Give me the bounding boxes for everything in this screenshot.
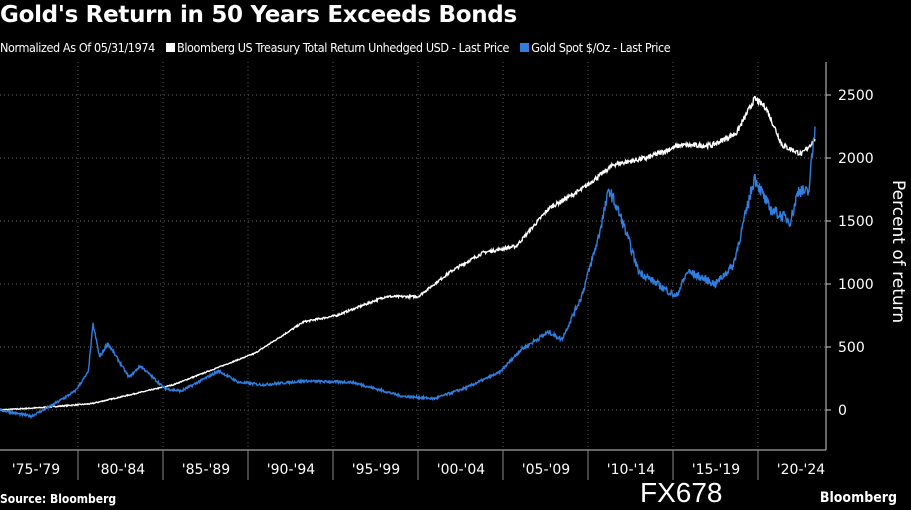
y-tick-label: 2000: [838, 151, 874, 167]
x-tick-label: '10-'14: [607, 462, 655, 478]
y-tick-label: 1500: [838, 214, 874, 230]
y-tick-label: 500: [838, 340, 865, 356]
chart-title: Gold's Return in 50 Years Exceeds Bonds: [0, 2, 517, 28]
source-note: Source: Bloomberg: [0, 492, 117, 506]
y-tick-label: 0: [838, 403, 847, 419]
series-line-gold: [0, 126, 816, 420]
legend-label-gold: Gold Spot $/Oz - Last Price: [531, 40, 671, 55]
legend: Normalized As Of 05/31/1974 Bloomberg US…: [0, 40, 671, 55]
y-axis-label: Percent of return: [888, 180, 908, 323]
x-tick-label: '15-'19: [692, 462, 740, 478]
x-tick-label: '00-'04: [437, 462, 485, 478]
x-tick-label: '80-'84: [97, 462, 145, 478]
y-tick-label: 1000: [838, 277, 874, 293]
legend-swatch-gold: [520, 43, 530, 52]
legend-swatch-bonds: [166, 43, 175, 52]
subtitle: Normalized As Of 05/31/1974: [0, 40, 155, 55]
x-tick-label: '75-'79: [12, 462, 60, 478]
brand-logo: Bloomberg: [819, 490, 897, 506]
x-tick-label: '90-'94: [267, 462, 315, 478]
x-tick-label: '85-'89: [182, 462, 230, 478]
y-tick-label: 2500: [838, 88, 874, 104]
legend-label-bonds: Bloomberg US Treasury Total Return Unhed…: [177, 40, 510, 55]
x-tick-label: '20-'24: [777, 462, 825, 478]
x-tick-label: '95-'99: [352, 462, 400, 478]
series-line-bonds: [0, 95, 816, 411]
x-tick-label: '05-'09: [522, 462, 570, 478]
watermark: FX678: [640, 477, 723, 508]
